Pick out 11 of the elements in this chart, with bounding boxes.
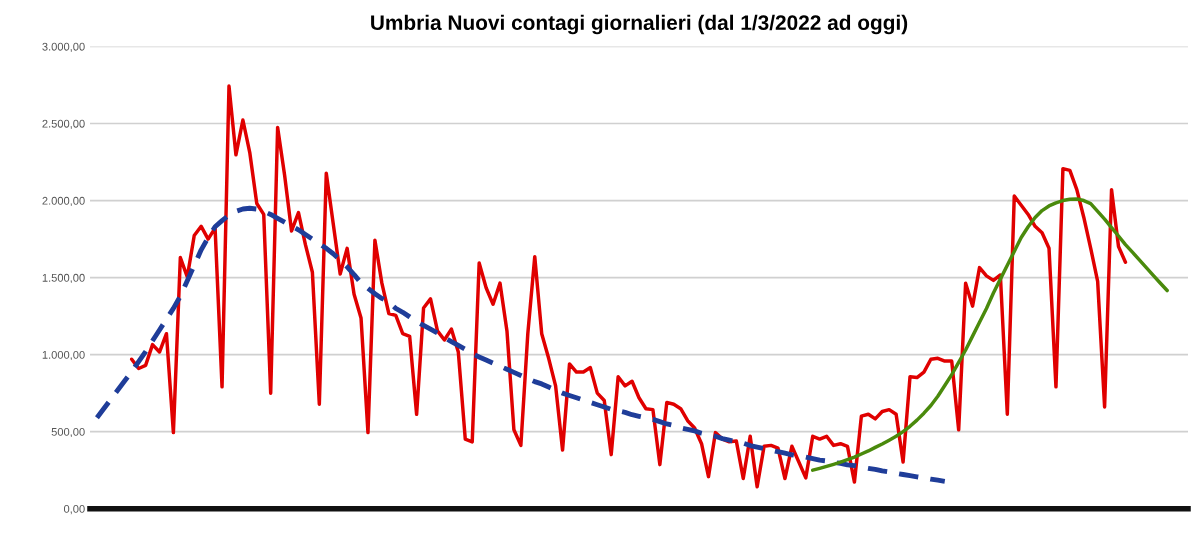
y-tick-label: 2.500,00 [42,119,85,129]
y-tick-label: 2.000,00 [42,196,85,207]
y-tick-label: 1.500,00 [42,273,85,284]
y-tick-label: 0,00 [63,504,85,515]
y-tick-label: 500,00 [51,427,85,438]
y-tick-label: 1.000,00 [42,350,85,361]
chart-title: Umbria Nuovi contagi giornalieri (dal 1/3/2022 ad oggi) [371,14,908,35]
line-series [129,84,1128,489]
line-series [94,205,948,484]
line-series [810,197,1169,472]
y-tick-label: 3.000,00 [42,42,85,52]
